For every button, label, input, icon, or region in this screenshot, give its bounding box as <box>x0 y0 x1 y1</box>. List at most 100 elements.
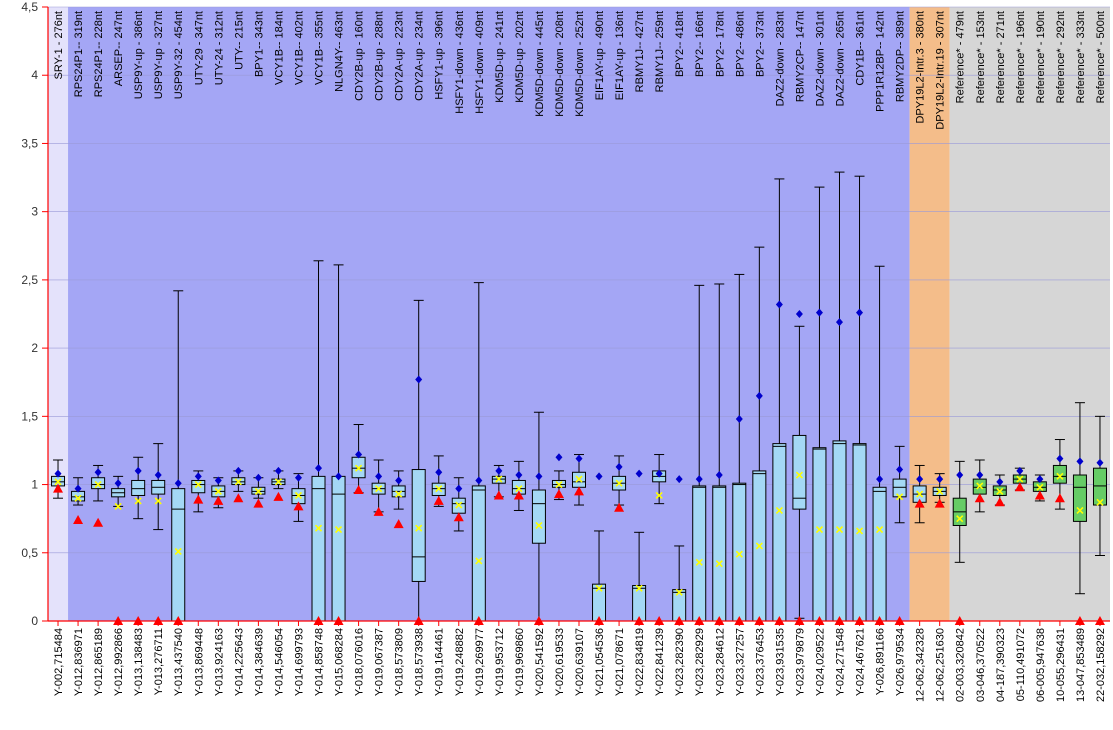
y-tick-label: 4,5 <box>21 0 38 14</box>
sample-triangle <box>574 486 584 496</box>
mean-diamond <box>1096 458 1104 467</box>
probe-label: CDY2B-up - 160nt <box>354 11 366 101</box>
probe-label: EIF1AY-up - 136nt <box>614 11 626 100</box>
gridlines <box>48 6 1110 554</box>
mean-diamond <box>114 479 122 488</box>
cross-marker <box>214 487 222 495</box>
x-tick-label: 10-055,296431 <box>1055 628 1067 702</box>
box <box>331 475 346 622</box>
probe-label: RBMY1J-- 259nt <box>654 11 666 92</box>
cross-marker <box>294 491 303 500</box>
x-tick-label: Y-019,969860 <box>514 628 526 696</box>
box <box>852 443 867 622</box>
cross-marker <box>936 487 944 495</box>
mean-diamond <box>555 453 563 462</box>
mean-diamond <box>154 471 162 480</box>
probe-label: DAZ2-down - 301nt <box>814 11 826 106</box>
box <box>892 478 907 498</box>
probe-label: KDM5D-up - 202nt <box>514 11 526 103</box>
cross-marker <box>375 485 383 493</box>
cross-marker <box>535 521 543 530</box>
box <box>772 443 787 622</box>
x-tick-label: Y-020,541592 <box>534 628 546 696</box>
mean-diamond <box>856 308 864 317</box>
mean-diamond <box>134 466 142 475</box>
x-tick-label: 12-062,251630 <box>935 628 947 702</box>
probe-label: BPY2-- 178nt <box>714 11 726 77</box>
sample-triangle <box>914 498 925 508</box>
cross-marker <box>435 485 443 493</box>
probe-label: KDM5D-down - 445nt <box>534 11 546 117</box>
box <box>792 434 807 510</box>
cross-marker <box>114 502 122 510</box>
x-tick-label: Y-018,076016 <box>354 628 366 696</box>
mean-diamond <box>194 472 202 481</box>
box <box>1072 474 1087 522</box>
box <box>732 482 747 622</box>
mean-diamond <box>234 466 242 475</box>
probe-label: ARSEP-- 247nt <box>113 11 125 86</box>
probe-label: RPS24P1-- 228nt <box>93 11 105 97</box>
mean-diamond <box>1056 454 1064 463</box>
x-tick-label: Y-019,067387 <box>374 628 386 696</box>
sample-triangle <box>273 491 284 501</box>
x-tick-label: Y-024,271548 <box>834 628 846 696</box>
box <box>91 477 106 490</box>
mean-diamond <box>715 471 723 480</box>
y-tick-label: 2 <box>31 341 38 355</box>
sample-triangle <box>73 515 84 525</box>
x-tick-label: Y-019,248882 <box>454 628 466 696</box>
mean-diamond <box>335 472 343 481</box>
cross-marker <box>154 497 162 505</box>
box <box>311 475 326 622</box>
probe-label: BPY2-- 486nt <box>734 11 746 77</box>
cross-marker <box>355 464 363 472</box>
x-tick-label: Y-014,546054 <box>273 628 285 696</box>
sample-triangle <box>974 493 985 503</box>
x-tick-label: Y-023,376453 <box>754 628 766 696</box>
box <box>191 479 206 494</box>
x-tick-label: Y-023,979879 <box>794 628 806 696</box>
region-band-1 <box>68 7 910 621</box>
probe-label: DAZ2-down - 283nt <box>774 11 786 106</box>
mean-diamond <box>1076 457 1084 466</box>
mean-diamond <box>1036 475 1044 484</box>
mean-diamond <box>775 300 783 309</box>
mean-diamond <box>495 466 503 475</box>
cross-marker <box>555 480 563 489</box>
x-tick-label: Y-013,869448 <box>193 628 205 696</box>
cross-marker <box>74 494 82 502</box>
x-tick-label: Y-022,841239 <box>654 628 666 696</box>
probe-label: USP9Y-up - 327nt <box>153 11 165 99</box>
cross-marker <box>1016 475 1024 483</box>
region-backgrounds <box>48 7 1110 621</box>
x-tick-label: 22-032,158292 <box>1095 628 1107 702</box>
x-tick-label: Y-023,284612 <box>714 628 726 696</box>
x-tick-label: Y-012,836971 <box>73 628 85 696</box>
cross-marker <box>194 480 202 489</box>
mean-diamond <box>755 391 763 400</box>
cross-marker <box>876 526 884 534</box>
cross-marker <box>254 487 262 495</box>
probe-label: BPY1-- 343nt <box>253 11 265 77</box>
x-tick-label: Y-013,276711 <box>153 628 165 695</box>
cross-marker <box>956 515 964 523</box>
box <box>592 583 607 622</box>
sample-triangle <box>994 497 1005 507</box>
cross-marker <box>174 547 182 555</box>
probe-label: NLGN4Y-- 463nt <box>334 11 346 92</box>
x-tick-label: Y-014,225643 <box>233 628 245 696</box>
probe-label: Reference* - 271nt <box>995 11 1007 103</box>
probe-label: RPS24P1-- 319nt <box>73 11 85 97</box>
cross-marker <box>1056 472 1064 480</box>
mean-diamond <box>976 471 984 480</box>
sample-triangle <box>233 493 244 503</box>
mean-diamond <box>996 477 1004 486</box>
x-tick-label: Y-020,619533 <box>554 628 566 696</box>
cross-marker <box>855 527 864 535</box>
probe-label: VCY1B-- 355nt <box>314 11 326 85</box>
mean-diamond <box>595 472 603 481</box>
x-tick-label: Y-013,138483 <box>133 628 145 696</box>
box <box>712 485 727 622</box>
probe-label: Reference* - 479nt <box>955 11 967 103</box>
